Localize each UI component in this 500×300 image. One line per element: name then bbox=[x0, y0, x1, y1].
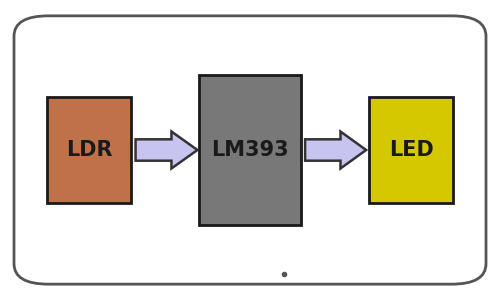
FancyBboxPatch shape bbox=[14, 16, 486, 284]
Polygon shape bbox=[136, 131, 198, 169]
FancyBboxPatch shape bbox=[199, 75, 301, 225]
Text: LED: LED bbox=[388, 140, 434, 160]
FancyBboxPatch shape bbox=[368, 97, 454, 203]
Text: LDR: LDR bbox=[66, 140, 112, 160]
FancyBboxPatch shape bbox=[46, 97, 132, 203]
Polygon shape bbox=[305, 131, 366, 169]
Text: LM393: LM393 bbox=[211, 140, 289, 160]
